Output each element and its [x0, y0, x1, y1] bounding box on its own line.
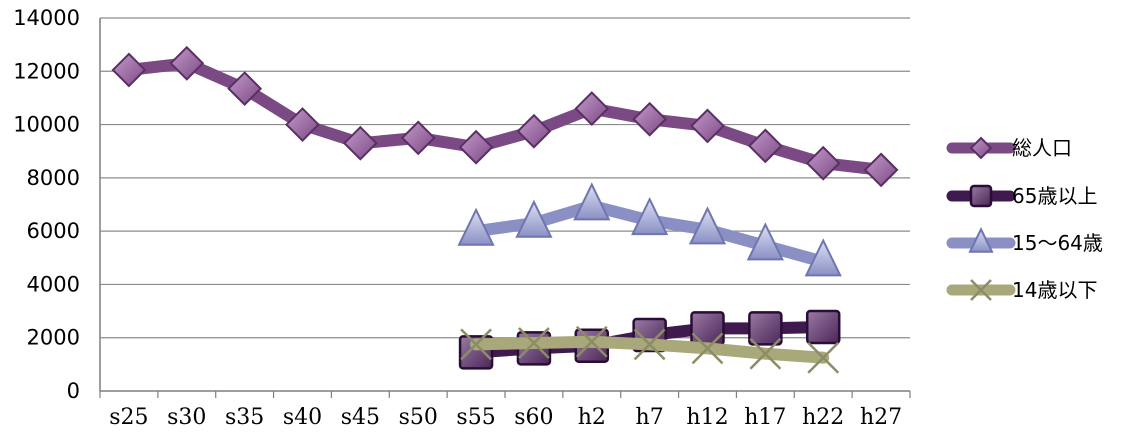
data-point-diamond	[111, 52, 147, 88]
data-point-diamond	[342, 125, 378, 161]
data-point-triangle	[515, 199, 553, 238]
x-tick-label: s55	[456, 405, 495, 430]
grid	[100, 17, 910, 339]
data-point-diamond	[400, 120, 436, 156]
data-point-triangle	[968, 226, 994, 253]
legend-label: 15〜64歳	[1012, 231, 1103, 255]
x-tick-label: h27	[860, 405, 902, 430]
legend: 総人口 65歳以上 15〜64歳 14歳以下	[946, 136, 1103, 302]
data-point-diamond	[747, 128, 783, 164]
x-tick-label: h12	[686, 405, 728, 430]
y-tick-label: 4000	[27, 272, 80, 296]
legend-item: 15〜64歳	[946, 226, 1103, 255]
data-point-diamond	[227, 71, 263, 107]
legend-item: 総人口	[946, 136, 1072, 160]
data-point-x	[575, 325, 608, 358]
y-tick-label: 0	[67, 379, 80, 403]
series-3	[460, 325, 840, 374]
data-point-x	[807, 341, 840, 374]
series-0	[111, 45, 899, 188]
data-point-diamond	[285, 107, 320, 142]
legend-item: 65歳以上	[946, 184, 1097, 208]
data-point-x	[691, 332, 724, 365]
x-tick-label: s50	[399, 405, 438, 430]
data-point-diamond	[574, 91, 610, 126]
series-2	[457, 182, 842, 277]
data-point-diamond	[863, 152, 899, 188]
x-tick-label: h7	[636, 405, 664, 430]
data-point-triangle	[804, 238, 842, 277]
y-tick-label: 14000	[13, 6, 80, 30]
data-point-x	[633, 328, 666, 361]
data-point-diamond	[690, 108, 725, 144]
y-tick-label: 6000	[27, 219, 80, 243]
x-tick-label: h17	[744, 405, 786, 430]
data-point-triangle	[573, 182, 611, 221]
data-point-triangle	[457, 207, 495, 246]
axes: 0 2000 4000 6000 8000 10000 12000 14000 s25 s30 s3…	[13, 6, 911, 430]
data-point-x	[749, 337, 782, 370]
data-point-square	[969, 184, 993, 208]
data-point-diamond	[969, 136, 993, 160]
y-tick-label: 12000	[13, 59, 80, 83]
x-tick-label: s35	[225, 405, 264, 430]
series	[111, 45, 899, 374]
y-tick-label: 2000	[27, 326, 80, 350]
data-point-diamond	[458, 129, 494, 165]
data-point-square	[805, 309, 841, 345]
data-point-square	[748, 311, 783, 346]
y-tick-label: 8000	[27, 166, 80, 190]
data-point-x	[518, 327, 550, 359]
data-point-x	[970, 279, 992, 301]
legend-label: 65歳以上	[1012, 184, 1097, 208]
x-tick-label: s25	[109, 405, 148, 430]
x-tick-label: s45	[341, 405, 380, 430]
legend-label: 14歳以下	[1012, 278, 1097, 302]
data-point-triangle	[688, 206, 727, 245]
data-point-diamond	[805, 145, 841, 181]
legend-label: 総人口	[1012, 136, 1072, 160]
data-point-diamond	[516, 113, 552, 149]
data-point-diamond	[169, 45, 205, 81]
data-point-square	[690, 311, 725, 346]
legend-item: 14歳以下	[946, 278, 1097, 302]
data-point-x	[460, 328, 492, 361]
x-tick-label: h22	[802, 405, 844, 430]
y-tick-label: 10000	[13, 113, 80, 137]
data-point-triangle	[746, 222, 784, 261]
x-tick-label: h2	[578, 405, 606, 430]
data-point-triangle	[631, 196, 669, 236]
x-tick-label: s40	[283, 405, 322, 430]
x-tick-label: s60	[514, 405, 553, 430]
data-point-diamond	[632, 101, 668, 137]
x-tick-label: s30	[167, 405, 206, 430]
